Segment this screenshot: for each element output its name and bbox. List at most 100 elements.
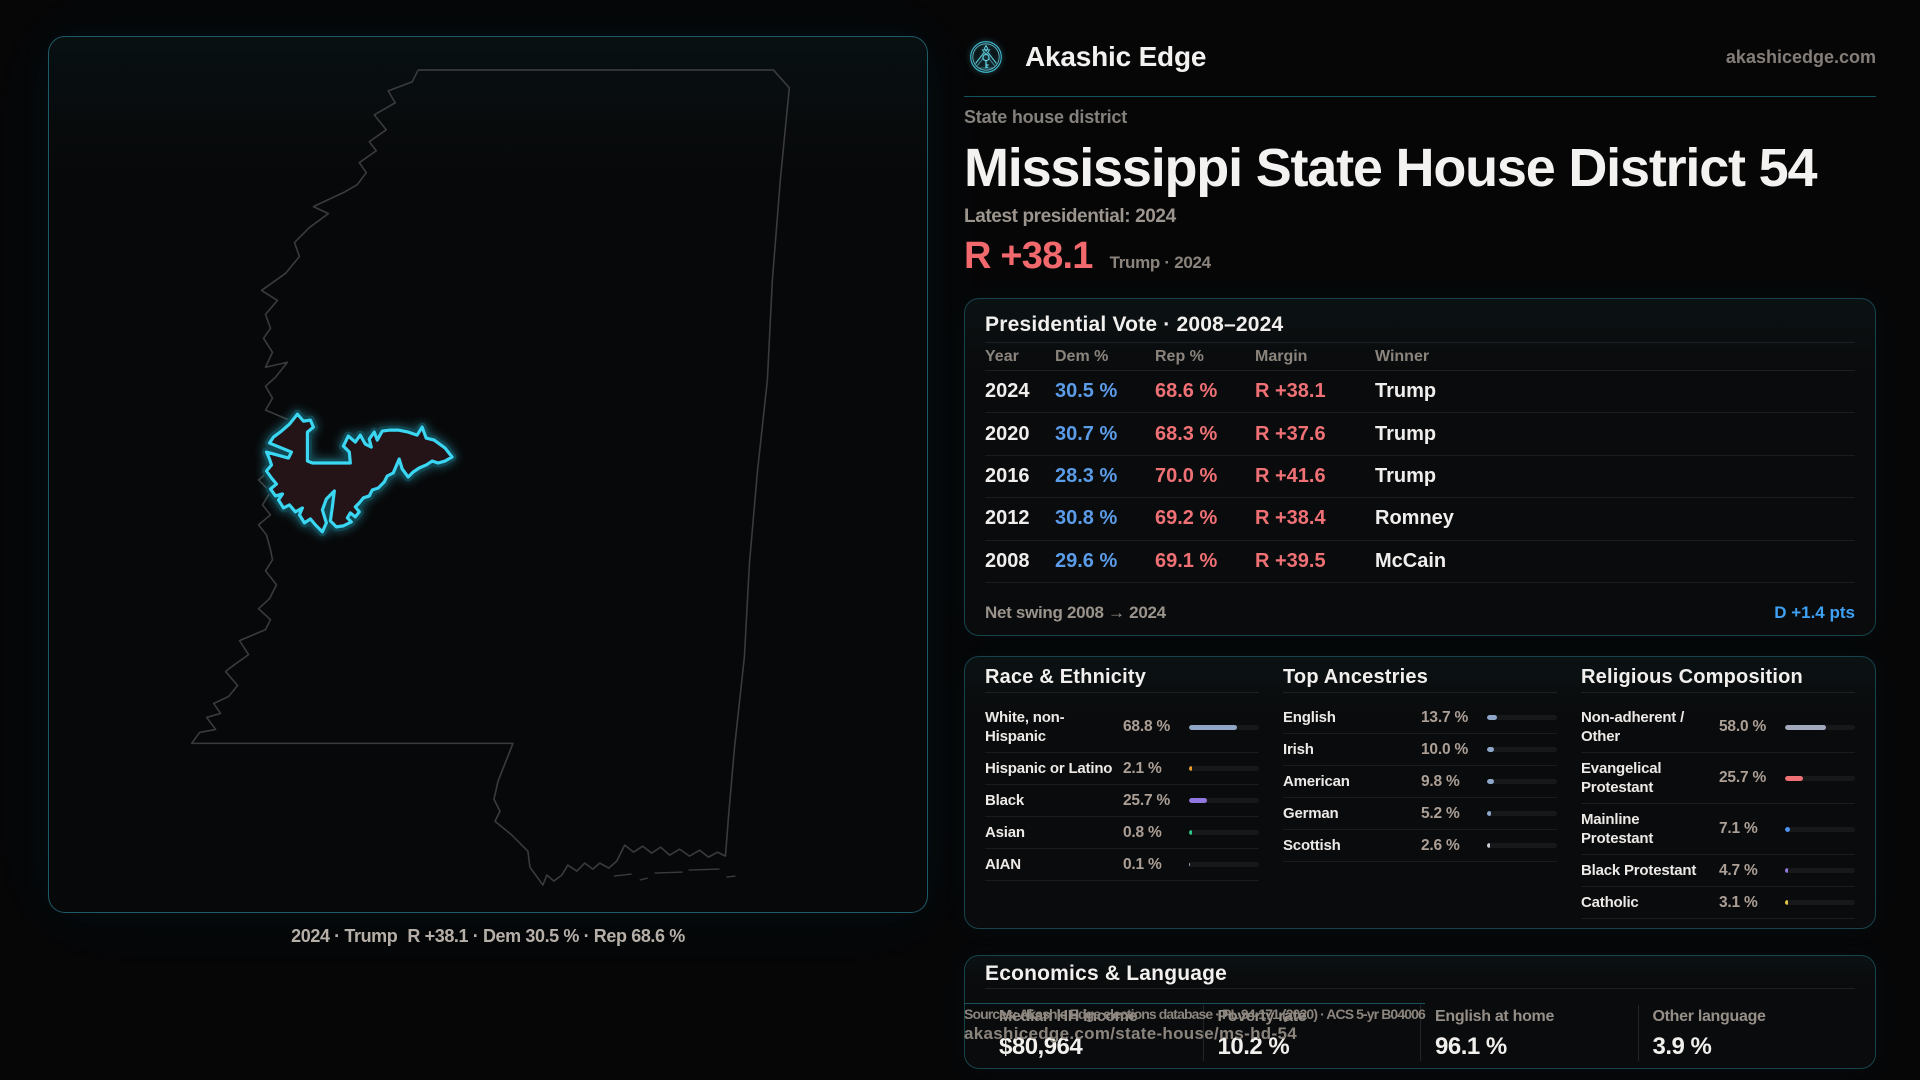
demo-row[interactable]: Irish 10.0 % (1283, 734, 1557, 766)
demographics-panel: Race & Ethnicity White, non-Hispanic 68.… (964, 656, 1876, 929)
stat-label: English at home (1435, 1008, 1555, 1025)
demo-row[interactable]: English 13.7 % (1283, 693, 1557, 734)
stat-poverty-rate: Poverty rate 10.2 % (1202, 1005, 1421, 1061)
state-outline (190, 69, 791, 886)
economics-title: Economics & Language (985, 956, 1855, 989)
demo-value: 68.8 % (1123, 718, 1171, 735)
demo-row[interactable]: German 5.2 % (1283, 798, 1557, 830)
demo-bar (1189, 766, 1259, 771)
rep-cell: 70.0 % (1155, 464, 1218, 487)
right-column: Akashic Edge akashicedge.com State house… (964, 0, 1876, 1080)
district-shape[interactable] (262, 409, 457, 537)
demo-label: Black (985, 792, 1025, 809)
barrier-islands (613, 868, 736, 881)
demo-value: 25.7 % (1719, 769, 1767, 786)
vote-row-2020[interactable]: 2020 30.7 % 68.3 % R +37.6 Trump (985, 413, 1855, 456)
demo-bar (1785, 900, 1855, 905)
map-caption: 2024 · Trump R +38.1 · Dem 30.5 % · Rep 6… (48, 925, 928, 948)
net-swing-label: Net swing 2008 → 2024 (985, 602, 1166, 622)
demo-value: 7.1 % (1719, 820, 1758, 837)
demo-row[interactable]: Mainline Protestant 7.1 % (1581, 804, 1855, 855)
demo-label: Asian (985, 824, 1025, 841)
margin-cell: R +37.6 (1255, 422, 1326, 445)
demo-row[interactable]: Asian 0.8 % (985, 817, 1259, 849)
economics-panel: Economics & Language Median HH income $8… (964, 955, 1876, 1069)
demo-label: American (1283, 773, 1350, 790)
demo-row[interactable]: Evangelical Protestant 25.7 % (1581, 753, 1855, 804)
demo-bar (1785, 775, 1855, 781)
stat-value: $80,964 (999, 1033, 1083, 1060)
demo-bar (1189, 798, 1259, 803)
demo-bar (1487, 779, 1557, 784)
demo-bar (1487, 811, 1557, 816)
vote-row-2008[interactable]: 2008 29.6 % 69.1 % R +39.5 McCain (985, 541, 1855, 583)
mississippi-map[interactable] (49, 37, 927, 912)
demo-row[interactable]: Scottish 2.6 % (1283, 830, 1557, 862)
dem-cell: 30.5 % (1055, 380, 1118, 403)
demo-label: Catholic (1581, 894, 1639, 911)
margin-cell: R +38.4 (1255, 507, 1326, 530)
demo-row[interactable]: Non-adherent / Other 58.0 % (1581, 693, 1855, 753)
demo-value: 5.2 % (1421, 804, 1460, 822)
dem-cell: 30.7 % (1055, 422, 1118, 445)
stat-value: 10.2 % (1217, 1033, 1290, 1060)
stat-value: 3.9 % (1652, 1033, 1712, 1060)
margin-cell: R +41.6 (1255, 464, 1326, 487)
demo-value: 2.1 % (1123, 759, 1162, 777)
page-title: Mississippi State House District 54 (964, 138, 1817, 198)
stat-median-income: Median HH income $80,964 (985, 1005, 1203, 1061)
vote-row-2012[interactable]: 2012 30.8 % 69.2 % R +38.4 Romney (985, 498, 1855, 541)
demo-row[interactable]: Black Protestant 4.7 % (1581, 855, 1855, 887)
year-cell: 2008 (985, 549, 1030, 572)
vote-row-2024[interactable]: 2024 30.5 % 68.6 % R +38.1 Trump (985, 371, 1855, 414)
year-cell: 2020 (985, 422, 1030, 445)
caption-year-winner: 2024 · Trump (291, 926, 398, 946)
demo-row[interactable]: White, non-Hispanic 68.8 % (985, 693, 1259, 753)
economics-stats: Median HH income $80,964 Poverty rate 10… (985, 1005, 1855, 1061)
demo-row[interactable]: AIAN 0.1 % (985, 849, 1259, 881)
col-year: Year (985, 347, 1019, 365)
caption-margin: R +38.1 (407, 926, 469, 946)
vote-row-2016[interactable]: 2016 28.3 % 70.0 % R +41.6 Trump (985, 456, 1855, 499)
winner-cell: Romney (1375, 507, 1454, 530)
stat-english-at-home: English at home 96.1 % (1420, 1005, 1638, 1061)
demo-value: 0.8 % (1123, 823, 1162, 841)
stat-value: 96.1 % (1435, 1033, 1507, 1060)
demo-label: Mainline Protestant (1581, 811, 1654, 847)
demo-bar (1487, 843, 1557, 848)
demo-value: 58.0 % (1719, 718, 1767, 735)
demo-bar (1785, 826, 1855, 832)
rep-cell: 68.6 % (1155, 380, 1218, 403)
margin-cell: R +39.5 (1255, 549, 1326, 572)
demo-bar (1189, 724, 1259, 730)
demo-label: White, non-Hispanic (985, 709, 1065, 745)
brand-domain[interactable]: akashicedge.com (1725, 46, 1876, 67)
demo-label: Hispanic or Latino (985, 760, 1113, 777)
demo-row[interactable]: Black 25.7 % (985, 785, 1259, 817)
demo-value: 9.8 % (1421, 772, 1460, 790)
brand-name[interactable]: Akashic Edge (1025, 41, 1207, 72)
religion-title: Religious Composition (1581, 657, 1855, 693)
demo-row[interactable]: Hispanic or Latino 2.1 % (985, 753, 1259, 785)
demo-bar (1189, 862, 1259, 867)
race-title: Race & Ethnicity (985, 657, 1259, 693)
dem-cell: 28.3 % (1055, 464, 1118, 487)
demo-value: 25.7 % (1123, 791, 1171, 809)
caption-detail: · Dem 30.5 % · Rep 68.6 % (472, 926, 685, 946)
winner-cell: Trump (1375, 422, 1437, 445)
stat-other-language: Other language 3.9 % (1637, 1005, 1856, 1061)
demo-bar (1189, 830, 1259, 835)
margin-cell: R +38.1 (1255, 380, 1326, 403)
demo-row[interactable]: American 9.8 % (1283, 766, 1557, 798)
demo-label: Non-adherent / Other (1581, 709, 1685, 745)
religion-column: Religious Composition Non-adherent / Oth… (1581, 657, 1855, 919)
year-cell: 2016 (985, 464, 1030, 487)
demo-value: 0.1 % (1123, 855, 1162, 873)
rep-cell: 69.2 % (1155, 507, 1218, 530)
demo-label: AIAN (985, 856, 1021, 873)
site-header: Akashic Edge akashicedge.com (964, 0, 1876, 97)
demo-row[interactable]: Catholic 3.1 % (1581, 887, 1855, 919)
demo-bar (1785, 724, 1855, 730)
demo-value: 4.7 % (1719, 861, 1758, 879)
